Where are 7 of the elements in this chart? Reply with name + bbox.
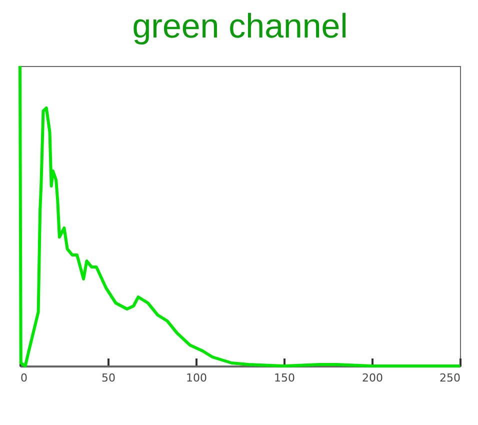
chart-title: green channel [132, 8, 348, 46]
x-tick-label: 50 [102, 372, 116, 384]
x-tick-label: 0 [20, 372, 28, 384]
x-tick-label: 100 [186, 372, 207, 384]
x-tick-label: 200 [362, 372, 383, 384]
x-tick-label: 150 [274, 372, 295, 384]
x-tick-label: 250 [440, 372, 460, 384]
